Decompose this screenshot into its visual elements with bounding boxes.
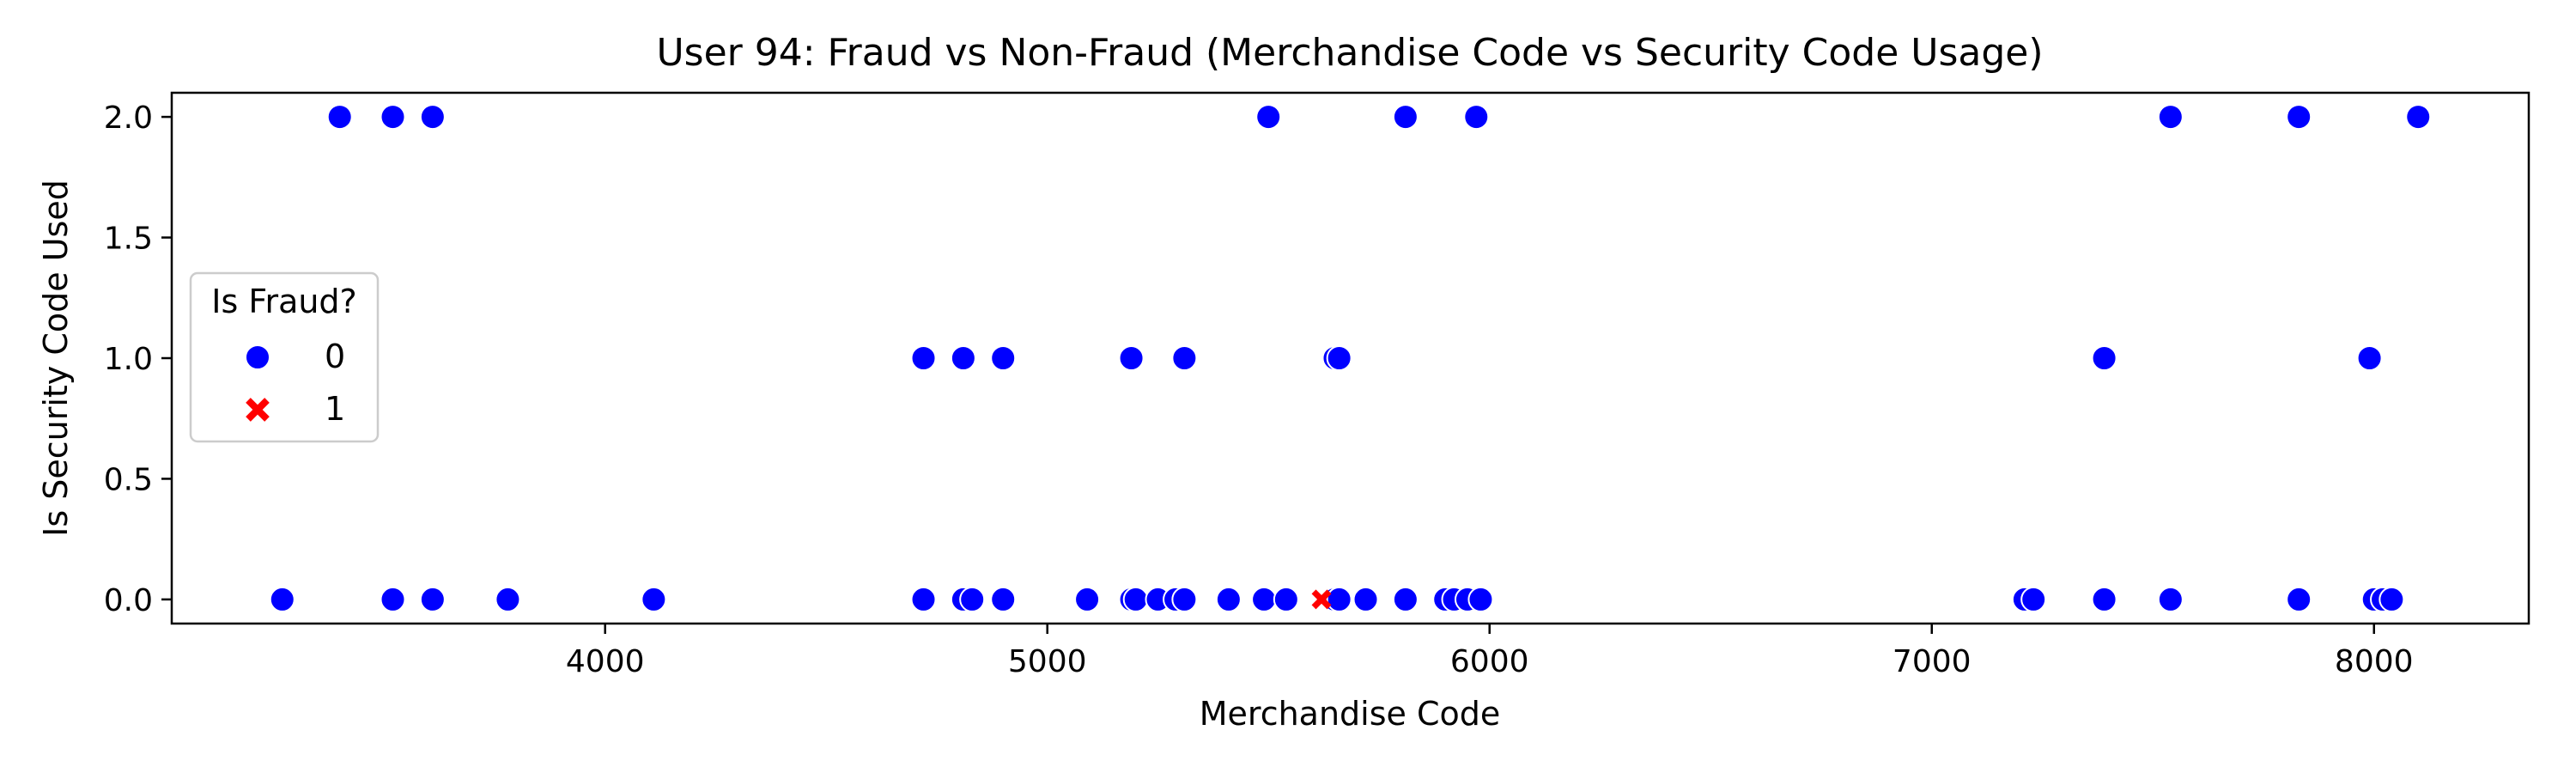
non-fraud-point xyxy=(1122,586,1149,612)
legend-label-1: 1 xyxy=(325,390,345,428)
non-fraud-point xyxy=(1326,586,1352,612)
non-fraud-point xyxy=(2379,586,2405,612)
non-fraud-point xyxy=(2157,586,2184,612)
non-fraud-point xyxy=(269,586,295,612)
non-fraud-point xyxy=(2405,104,2432,131)
non-fraud-point xyxy=(1074,586,1101,612)
non-fraud-point xyxy=(1463,104,1490,131)
non-fraud-point xyxy=(1171,345,1198,371)
y-tick-label: 1.5 xyxy=(104,222,153,257)
non-fraud-point xyxy=(2286,104,2312,131)
non-fraud-point xyxy=(1467,586,1494,612)
non-fraud-point xyxy=(419,104,446,131)
y-tick-label: 0.0 xyxy=(104,583,153,618)
x-axis: 4000 5000 6000 7000 8000 xyxy=(566,624,2414,679)
non-fraud-point xyxy=(419,586,446,612)
non-fraud-point xyxy=(2157,104,2184,131)
non-fraud-point xyxy=(910,345,937,371)
y-tick-label: 2.0 xyxy=(104,100,153,136)
non-fraud-point xyxy=(2091,586,2117,612)
legend-frame xyxy=(189,271,380,443)
non-fraud-point xyxy=(1392,104,1419,131)
y-axis: 0.0 0.5 1.0 1.5 2.0 xyxy=(104,100,172,618)
legend: Is Fraud? 0 1 xyxy=(189,271,380,443)
non-fraud-point xyxy=(495,586,521,612)
chart-title: User 94: Fraud vs Non-Fraud (Merchandise… xyxy=(656,31,2043,75)
x-tick-label: 4000 xyxy=(566,644,645,679)
non-fraud-point xyxy=(990,345,1017,371)
y-tick-label: 0.5 xyxy=(104,462,153,497)
y-axis-label: Is Security Code Used xyxy=(37,180,75,537)
non-fraud-point xyxy=(950,345,976,371)
y-tick-label: 1.0 xyxy=(104,342,153,377)
non-fraud-point xyxy=(1273,586,1299,612)
legend-marker-x xyxy=(246,398,270,422)
non-fraud-point xyxy=(1326,345,1352,371)
x-tick-label: 8000 xyxy=(2335,644,2414,679)
non-fraud-point xyxy=(1352,586,1379,612)
fraud-point xyxy=(1311,589,1332,610)
x-axis-label: Merchandise Code xyxy=(1200,695,1501,733)
non-fraud-point xyxy=(1251,586,1278,612)
x-tick-label: 6000 xyxy=(1450,644,1529,679)
non-fraud-point xyxy=(910,586,937,612)
series-1 xyxy=(1311,589,1332,610)
legend-marker-circle xyxy=(245,344,270,370)
non-fraud-point xyxy=(1392,586,1419,612)
non-fraud-point xyxy=(1215,586,1242,612)
series-0 xyxy=(269,104,2432,612)
non-fraud-point xyxy=(641,586,667,612)
non-fraud-point xyxy=(990,586,1017,612)
non-fraud-point xyxy=(380,586,406,612)
non-fraud-point xyxy=(2356,345,2383,371)
non-fraud-point xyxy=(1255,104,1282,131)
non-fraud-point xyxy=(2091,345,2117,371)
non-fraud-point xyxy=(1171,586,1198,612)
legend-label-0: 0 xyxy=(325,338,345,375)
x-tick-label: 5000 xyxy=(1008,644,1087,679)
non-fraud-point xyxy=(2020,586,2047,612)
non-fraud-point xyxy=(380,104,406,131)
non-fraud-point xyxy=(326,104,353,131)
non-fraud-point xyxy=(1118,345,1145,371)
legend-title: Is Fraud? xyxy=(211,283,356,320)
non-fraud-point xyxy=(959,586,986,612)
non-fraud-point xyxy=(2286,586,2312,612)
x-tick-label: 7000 xyxy=(1893,644,1971,679)
plot-area xyxy=(269,104,2432,612)
